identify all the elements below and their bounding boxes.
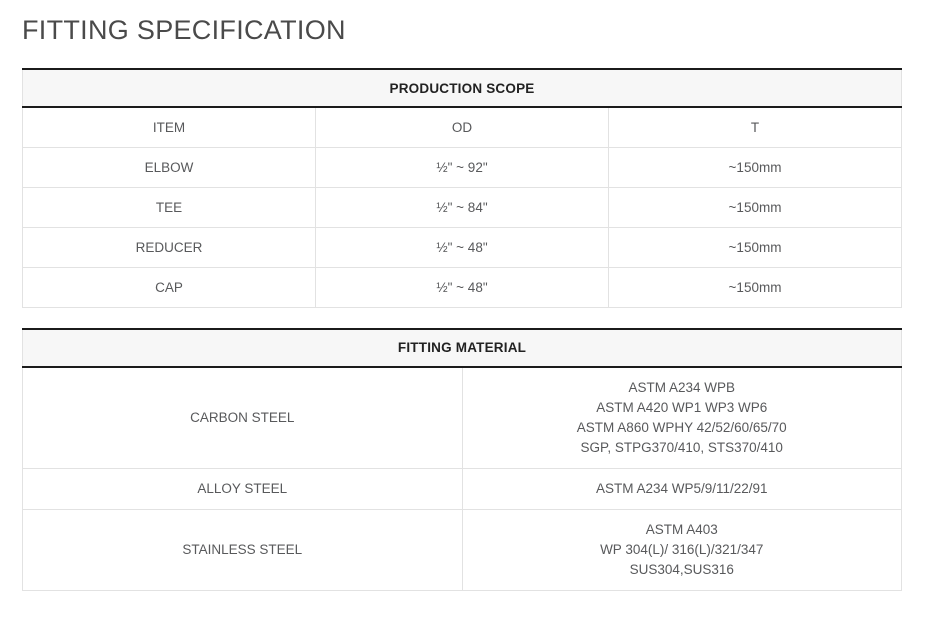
t-cell: ~150mm [608, 146, 902, 188]
fitting-material-title: FITTING MATERIAL [22, 327, 902, 368]
specs-cell: ASTM A234 WPB ASTM A420 WP1 WP3 WP6 ASTM… [461, 366, 902, 469]
production-scope-body: ELBOW ½" ~ 92" ~150mm TEE ½" ~ 84" ~150m… [22, 146, 902, 308]
page-title: FITTING SPECIFICATION [22, 15, 346, 45]
table-row: TEE ½" ~ 84" ~150mm [22, 186, 902, 228]
od-cell: ½" ~ 84" [315, 186, 609, 228]
t-cell: ~150mm [608, 266, 902, 308]
specs-cell: ASTM A403 WP 304(L)/ 316(L)/321/347 SUS3… [461, 508, 902, 591]
production-scope-table: PRODUCTION SCOPE ITEM OD T ELBOW ½" ~ 92… [22, 68, 902, 308]
item-cell: ELBOW [22, 146, 316, 188]
table-row: ALLOY STEEL ASTM A234 WP5/9/11/22/91 [22, 467, 902, 510]
t-cell: ~150mm [608, 226, 902, 268]
od-cell: ½" ~ 48" [315, 226, 609, 268]
fitting-material-body: CARBON STEEL ASTM A234 WPB ASTM A420 WP1… [22, 366, 902, 591]
specs-cell: ASTM A234 WP5/9/11/22/91 [461, 467, 902, 510]
od-cell: ½" ~ 48" [315, 266, 609, 308]
item-cell: REDUCER [22, 226, 316, 268]
table-row: STAINLESS STEEL ASTM A403 WP 304(L)/ 316… [22, 508, 902, 591]
t-cell: ~150mm [608, 186, 902, 228]
column-header-item: ITEM [22, 106, 316, 148]
table-row: ELBOW ½" ~ 92" ~150mm [22, 146, 902, 188]
material-cell: STAINLESS STEEL [22, 508, 463, 591]
item-cell: CAP [22, 266, 316, 308]
fitting-material-table: FITTING MATERIAL CARBON STEEL ASTM A234 … [22, 327, 902, 591]
column-header-row: ITEM OD T [22, 106, 902, 148]
table-row: CARBON STEEL ASTM A234 WPB ASTM A420 WP1… [22, 366, 902, 469]
table-row: CAP ½" ~ 48" ~150mm [22, 266, 902, 308]
item-cell: TEE [22, 186, 316, 228]
table-row: REDUCER ½" ~ 48" ~150mm [22, 226, 902, 268]
content-area: FITTING SPECIFICATION PRODUCTION SCOPE I… [0, 14, 925, 591]
column-header-od: OD [315, 106, 609, 148]
material-cell: ALLOY STEEL [22, 467, 463, 510]
od-cell: ½" ~ 92" [315, 146, 609, 188]
material-cell: CARBON STEEL [22, 366, 463, 469]
production-scope-title: PRODUCTION SCOPE [22, 68, 902, 108]
column-header-t: T [608, 106, 902, 148]
